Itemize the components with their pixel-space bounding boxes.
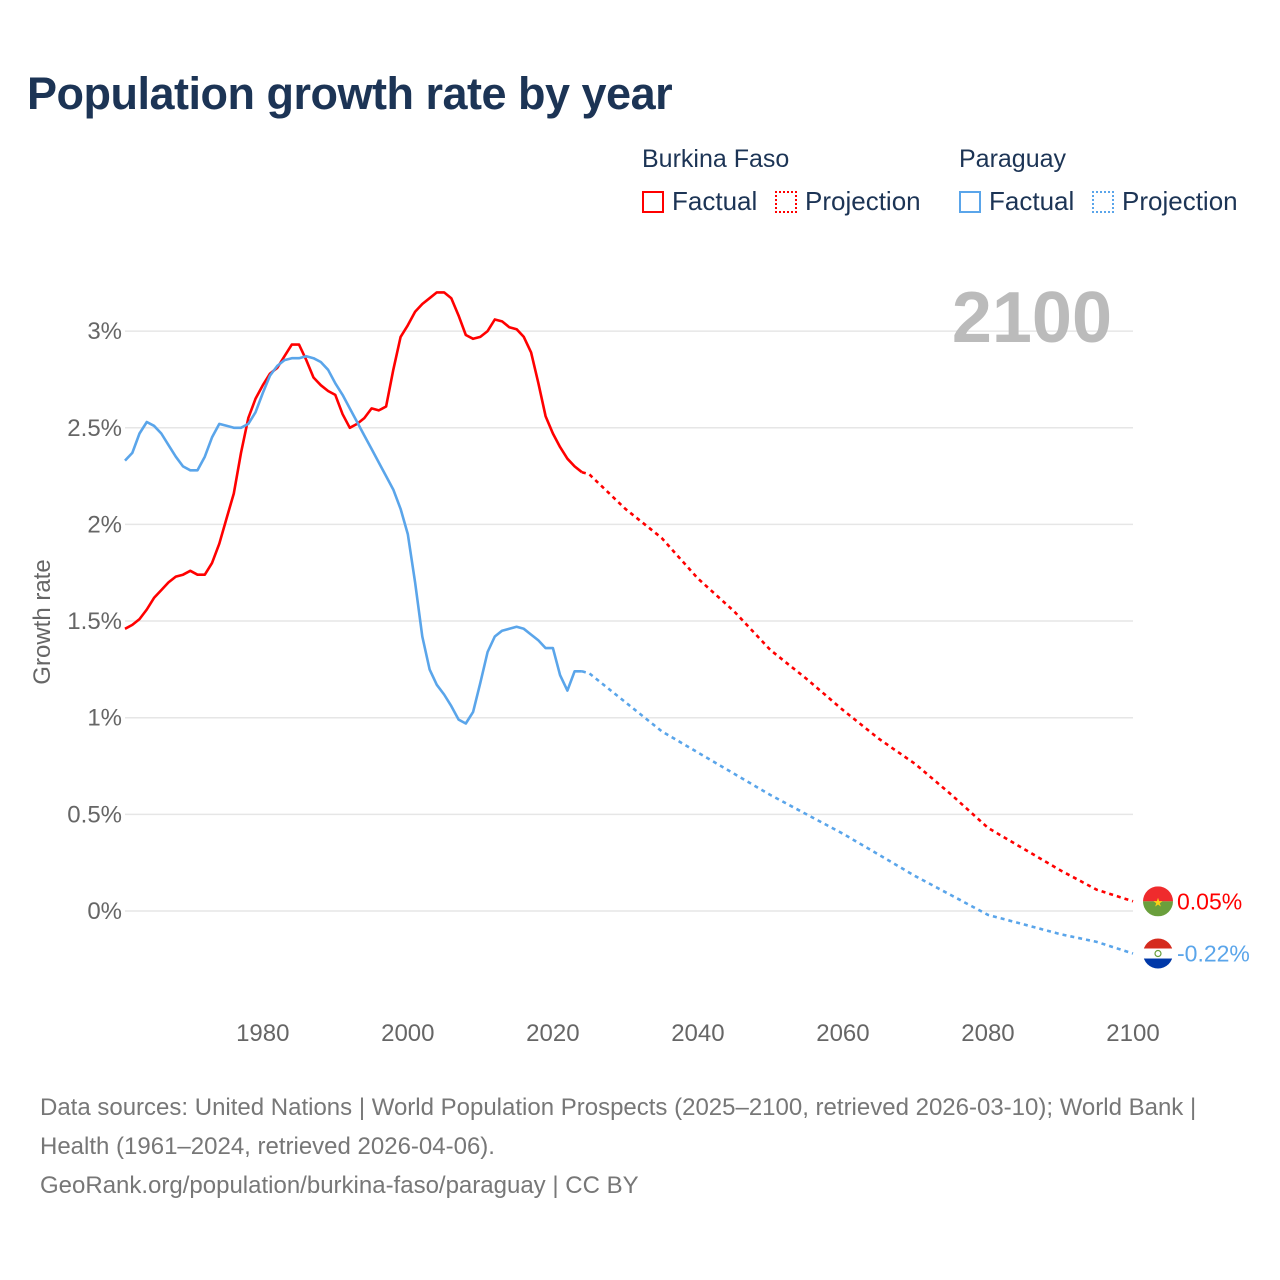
legend-burkina-factual[interactable]: Factual (642, 186, 757, 217)
data-sources: Data sources: United Nations | World Pop… (40, 1094, 1197, 1160)
line-burkina-faso-factual (124, 291, 583, 630)
flag-burkina-faso-icon: ★ (1143, 886, 1173, 917)
legend-swatch-dotted (1092, 190, 1114, 213)
y-tick-label: 1.5% (67, 608, 122, 635)
flag-paraguay-icon (1143, 938, 1173, 969)
flag-stripe (1143, 901, 1173, 917)
legend-swatch-solid (642, 190, 664, 213)
legend-label: Factual (672, 186, 758, 216)
line-burkina-faso-projection (581, 470, 1134, 903)
end-value-label-paraguay: -0.22% (1177, 941, 1250, 967)
x-tick-label: 2020 (526, 1020, 579, 1047)
flag-stripe (1143, 948, 1173, 959)
legend-label: Projection (1122, 186, 1238, 216)
legend-swatch-dotted (775, 190, 797, 213)
legend-label: Projection (805, 186, 921, 216)
flag-stripe (1143, 938, 1173, 949)
legend-swatch-solid (959, 190, 981, 213)
end-value-label-burkina-faso: 0.05% (1177, 888, 1242, 914)
flag-stripe (1143, 958, 1173, 969)
source-link[interactable]: GeoRank.org/population/burkina-faso/para… (40, 1172, 639, 1199)
x-tick-label: 2060 (816, 1020, 869, 1047)
y-axis-label: Growth rate (29, 559, 56, 684)
x-tick-label: 2000 (381, 1020, 434, 1047)
legend-group-paraguay: Paraguay (959, 145, 1067, 173)
y-tick-label: 0% (87, 898, 122, 925)
flag-shape: ★ (1143, 886, 1173, 917)
chart-title: Population growth rate by year (27, 68, 673, 119)
line-paraguay-factual (124, 354, 582, 725)
flag-shape (1143, 938, 1173, 969)
y-tick-label: 0.5% (67, 801, 122, 828)
flag-stripe (1143, 886, 1173, 902)
legend-label: Factual (989, 186, 1075, 216)
x-tick-label: 2040 (671, 1020, 724, 1047)
y-tick-label: 3% (87, 318, 122, 345)
legend-paraguay-projection[interactable]: Projection (1092, 186, 1238, 217)
emblem-icon (1154, 949, 1162, 958)
legend-burkina-projection[interactable]: Projection (775, 186, 921, 217)
y-tick-label: 1% (87, 705, 122, 732)
y-tick-label: 2% (87, 511, 122, 538)
x-tick-label: 2100 (1106, 1020, 1159, 1047)
y-tick-label: 2.5% (67, 415, 122, 442)
x-tick-label: 1980 (236, 1020, 289, 1047)
footer: Data sources: United Nations | World Pop… (40, 1088, 1240, 1205)
x-tick-label: 2080 (961, 1020, 1014, 1047)
year-watermark: 2100 (952, 278, 1112, 358)
star-icon: ★ (1153, 895, 1164, 909)
legend-paraguay-factual[interactable]: Factual (959, 186, 1074, 217)
legend-group-burkina-faso: Burkina Faso (642, 145, 790, 173)
